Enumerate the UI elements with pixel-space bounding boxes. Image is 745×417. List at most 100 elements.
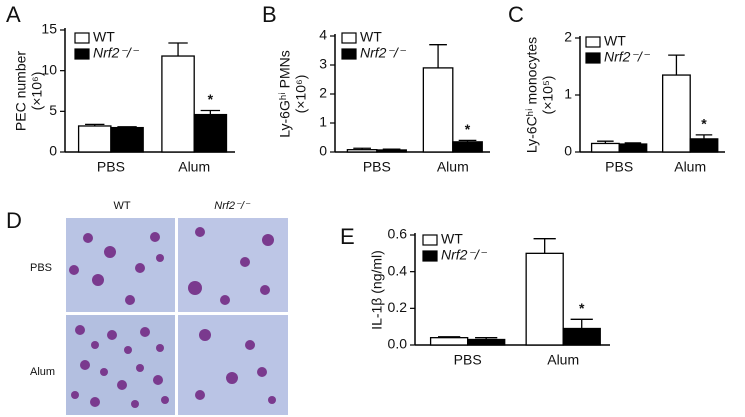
panel-letter: A	[6, 2, 21, 27]
x-tick-label: PBS	[363, 159, 391, 175]
legend-swatch	[74, 32, 90, 44]
micrograph	[66, 218, 175, 312]
panel-letter: E	[340, 224, 355, 249]
error-bar	[475, 337, 498, 340]
y-axis-label: PEC number	[13, 51, 29, 131]
error-bar	[429, 44, 447, 68]
y-tick-label: 4	[319, 27, 327, 43]
y-tick-label: 1	[564, 86, 572, 102]
legend-swatch	[422, 250, 438, 262]
bar	[662, 74, 691, 153]
bar	[346, 149, 378, 153]
panel-letter: D	[6, 208, 22, 233]
row-label: Alum	[30, 366, 55, 378]
error-bar	[695, 134, 713, 139]
legend-swatch	[341, 48, 357, 60]
y-axis-label: Ly-6Gʰⁱ PMNs	[277, 50, 293, 137]
x-tick-label: PBS	[97, 159, 125, 175]
x-tick-label: Alum	[547, 352, 579, 368]
legend-label: WT	[604, 33, 626, 49]
significance: *	[701, 116, 707, 132]
y-tick-label: 0.2	[388, 299, 408, 315]
error-bar	[200, 109, 221, 115]
panel-d: D WT Nrf2⁻/⁻ PBS Alum	[6, 200, 288, 415]
error-bar	[353, 147, 371, 150]
bar	[376, 149, 407, 153]
error-bar	[624, 142, 642, 145]
column-label: Nrf2⁻/⁻	[214, 200, 251, 212]
x-tick-label: PBS	[454, 352, 482, 368]
y-tick-label: 3	[319, 56, 327, 72]
bar	[429, 337, 469, 346]
legend-label: WT	[441, 231, 463, 247]
legend-label: Nrf2⁻/⁻	[441, 247, 488, 263]
legend-label: Nrf2⁻/⁻	[93, 45, 140, 61]
x-tick-label: PBS	[605, 159, 633, 175]
significance: *	[465, 121, 471, 137]
error-bar	[168, 42, 188, 57]
y-tick-label: 1	[319, 114, 327, 130]
legend-label: Nrf2⁻/⁻	[604, 49, 651, 65]
legend-swatch	[422, 234, 438, 246]
error-bar	[85, 123, 105, 126]
legend-label: WT	[360, 29, 382, 45]
y-tick-label: 0.0	[388, 336, 408, 352]
bar	[618, 143, 648, 153]
y-tick-label: 5	[49, 102, 57, 118]
panel: B Ly-6Gʰⁱ PMNs (×10⁶) 0 1 2 3 4 PBS Alum * WTNrf2⁻/…	[262, 2, 490, 175]
error-bar	[570, 318, 593, 329]
error-bar	[382, 148, 401, 150]
error-bar	[597, 140, 614, 144]
y-tick-label: 0	[564, 143, 572, 159]
y-tick-label: 10	[41, 61, 57, 77]
legend-label: WT	[93, 29, 115, 45]
bar	[562, 327, 601, 346]
x-tick-label: Alum	[437, 159, 469, 175]
significance: *	[208, 91, 214, 107]
y-axis-label: IL-1β (ng/ml)	[369, 250, 385, 330]
row-label: PBS	[30, 262, 52, 274]
y-tick-label: 2	[564, 29, 572, 45]
bar	[452, 141, 483, 153]
bar	[466, 338, 506, 346]
y-tick-label: 0.6	[388, 226, 408, 242]
micrograph	[178, 218, 288, 312]
bar	[422, 67, 454, 153]
bar	[590, 142, 620, 153]
legend-label: Nrf2⁻/⁻	[360, 45, 407, 61]
y-tick-label: 15	[41, 21, 57, 37]
bar	[161, 55, 195, 153]
y-axis-label: (×10⁶)	[29, 72, 45, 111]
panel-letter: B	[262, 2, 277, 27]
y-axis-label: (×10⁵)	[540, 76, 556, 115]
error-bar	[438, 336, 461, 338]
x-tick-label: Alum	[674, 159, 706, 175]
error-bar	[533, 238, 556, 254]
error-bar	[668, 54, 685, 76]
error-bar	[458, 139, 477, 142]
y-tick-label: 0	[49, 143, 57, 159]
y-tick-label: 2	[319, 85, 327, 101]
bar	[525, 252, 564, 346]
y-axis-label: (×10⁶)	[293, 75, 309, 114]
panel: CLy-6Cʰⁱ monocytes (×10⁵) 0 1 2 PBS Alum * WTNrf…	[508, 2, 725, 175]
x-tick-label: Alum	[178, 159, 210, 175]
cells	[69, 227, 276, 408]
significance: *	[579, 300, 585, 316]
y-tick-label: 0.4	[388, 262, 408, 278]
bar	[193, 113, 228, 153]
panel-letter: C	[508, 2, 524, 27]
bar	[77, 125, 112, 153]
y-tick-label: 0	[319, 143, 327, 159]
legend-swatch	[74, 48, 90, 60]
bar	[689, 138, 719, 153]
legend-swatch	[585, 36, 601, 48]
column-label: WT	[113, 200, 130, 212]
error-bar	[117, 126, 137, 128]
panel: E IL-1β (ng/ml)0.0 0.2 0.4 0.6 PBS Alum * WTNrf2…	[340, 224, 610, 368]
legend-swatch	[341, 32, 357, 44]
bar	[110, 126, 144, 153]
